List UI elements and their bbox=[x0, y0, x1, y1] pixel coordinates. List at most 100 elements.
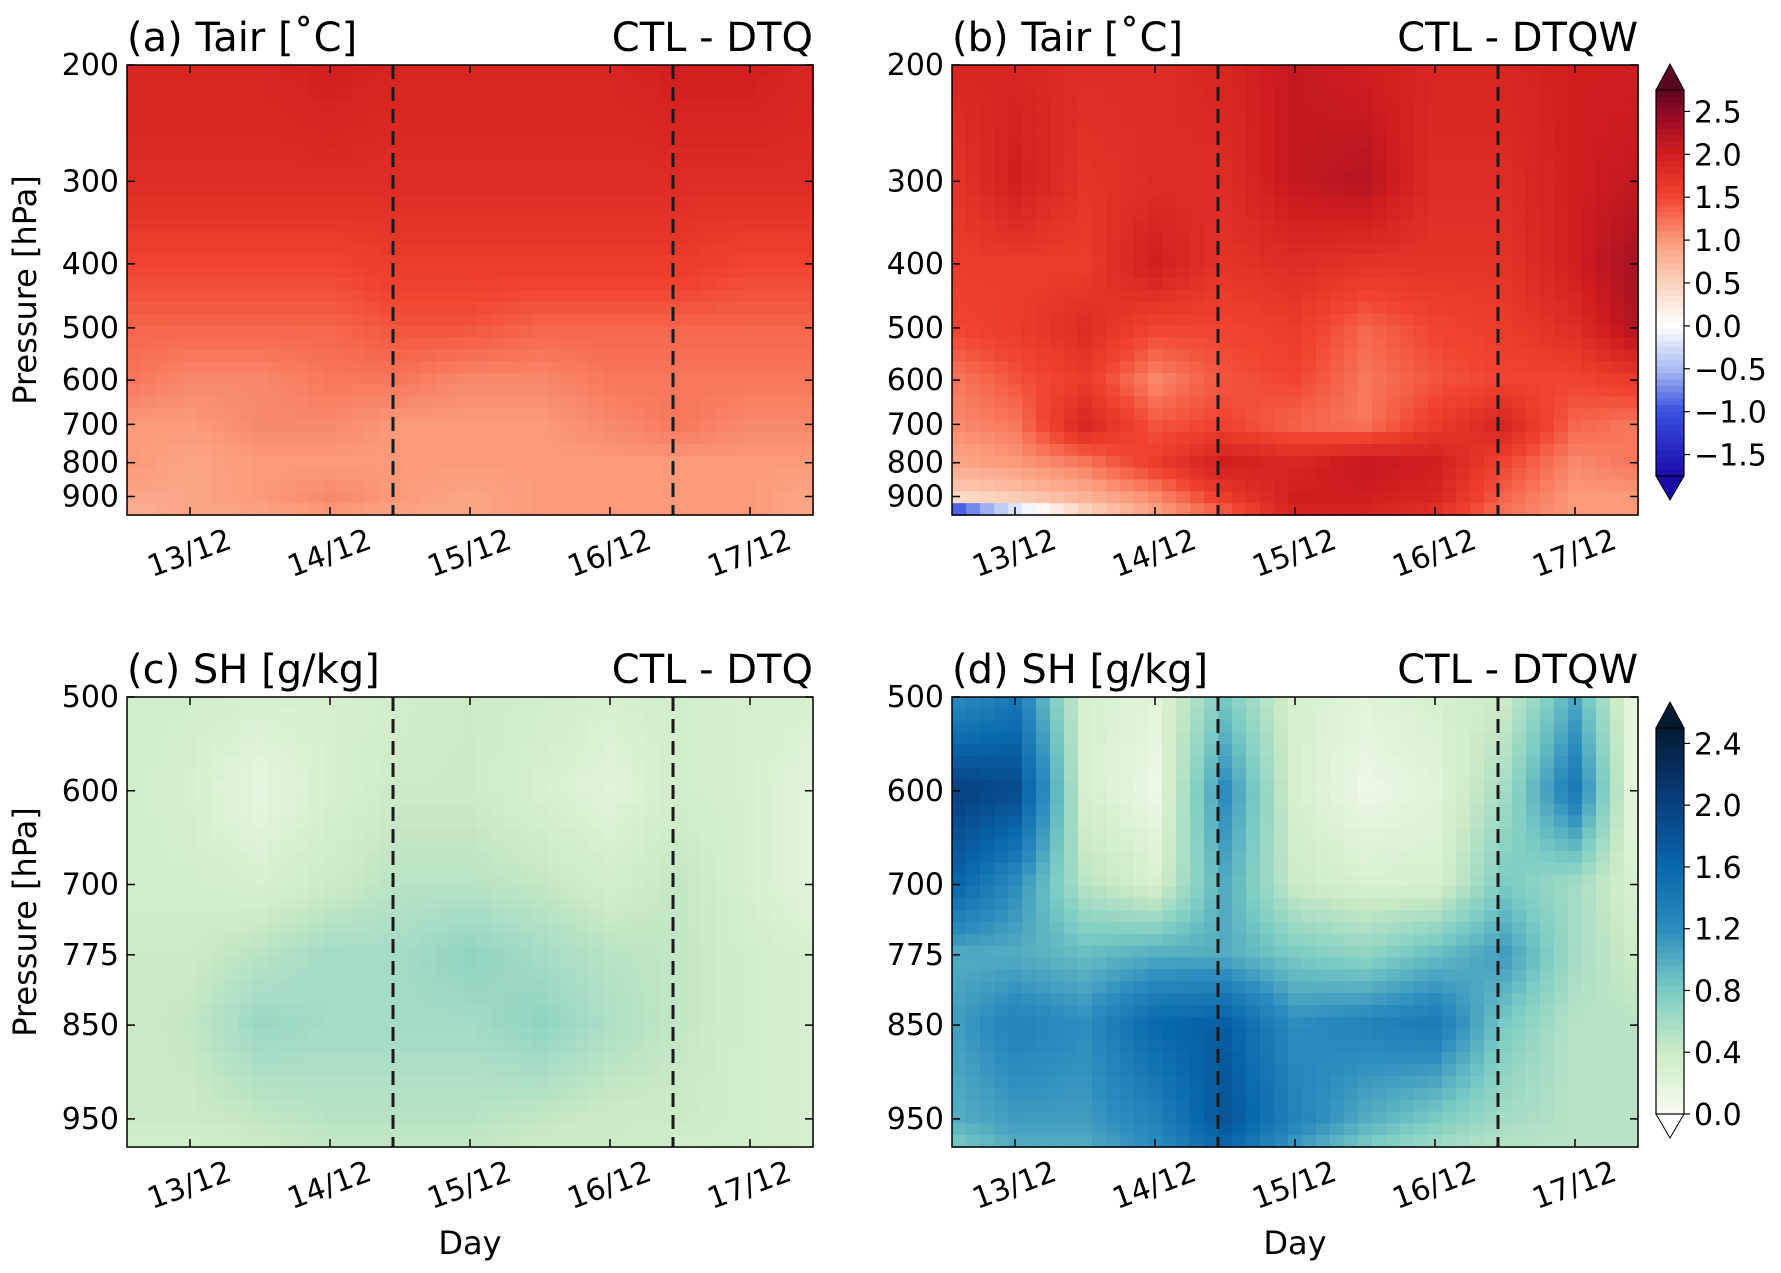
heatmap-cell bbox=[379, 969, 394, 983]
heatmap-cell bbox=[561, 88, 576, 102]
heatmap-cell bbox=[1470, 159, 1485, 173]
heatmap-cell bbox=[952, 136, 967, 149]
heatmap-cell bbox=[645, 874, 660, 888]
heatmap-cell bbox=[1610, 384, 1625, 398]
heatmap-cell bbox=[729, 361, 744, 374]
heatmap-cell bbox=[351, 957, 366, 971]
heatmap-cell bbox=[197, 850, 212, 864]
heatmap-cell bbox=[617, 479, 632, 493]
heatmap-cell bbox=[1540, 65, 1555, 78]
heatmap-cell bbox=[323, 708, 338, 722]
heatmap-cell bbox=[463, 969, 478, 983]
heatmap-cell bbox=[1092, 207, 1107, 220]
heatmap-cell bbox=[701, 803, 716, 817]
heatmap-cell bbox=[547, 313, 562, 327]
heatmap-cell bbox=[757, 432, 772, 445]
heatmap-cell bbox=[631, 124, 646, 137]
heatmap-cell bbox=[617, 242, 632, 256]
heatmap-cell bbox=[589, 124, 604, 137]
heatmap-cell bbox=[1064, 254, 1079, 268]
heatmap-cell bbox=[1484, 266, 1499, 279]
heatmap-cell bbox=[687, 933, 702, 947]
heatmap-cell bbox=[351, 266, 366, 279]
heatmap-cell bbox=[1414, 195, 1429, 208]
heatmap-cell bbox=[1582, 124, 1597, 137]
heatmap-cell bbox=[952, 290, 967, 303]
heatmap-cell bbox=[253, 361, 268, 374]
heatmap-cell bbox=[631, 242, 646, 256]
heatmap-cell bbox=[1344, 467, 1359, 481]
heatmap-cell bbox=[337, 349, 352, 362]
heatmap-cell bbox=[407, 408, 422, 422]
heatmap-cell bbox=[365, 933, 380, 947]
heatmap-cell bbox=[463, 862, 478, 876]
heatmap-cell bbox=[715, 207, 730, 220]
heatmap-cell bbox=[575, 910, 590, 923]
heatmap-cell bbox=[421, 768, 436, 781]
heatmap-cell bbox=[1078, 88, 1093, 102]
heatmap-cell bbox=[1344, 443, 1359, 457]
heatmap-cell bbox=[687, 171, 702, 185]
heatmap-cell bbox=[1106, 88, 1121, 102]
heatmap-cell bbox=[1092, 420, 1107, 433]
heatmap-cell bbox=[1526, 171, 1541, 185]
heatmap-cell bbox=[169, 207, 184, 220]
heatmap-cell bbox=[323, 124, 338, 137]
heatmap-cell bbox=[197, 325, 212, 339]
heatmap-cell bbox=[617, 886, 632, 900]
heatmap-cell bbox=[1484, 384, 1499, 398]
heatmap-cell bbox=[127, 384, 142, 398]
heatmap-cell bbox=[169, 455, 184, 469]
heatmap-cell bbox=[309, 827, 324, 840]
heatmap-cell bbox=[1176, 420, 1191, 433]
heatmap-cell bbox=[1316, 372, 1331, 386]
heatmap-cell bbox=[1596, 467, 1611, 481]
heatmap-cell bbox=[1232, 455, 1247, 469]
heatmap-cell bbox=[155, 278, 170, 291]
heatmap-cell bbox=[1526, 301, 1541, 315]
heatmap-cell bbox=[309, 171, 324, 185]
heatmap-cell bbox=[1022, 301, 1037, 315]
heatmap-cell bbox=[1134, 491, 1149, 504]
heatmap-cell bbox=[211, 76, 226, 90]
heatmap-cell bbox=[421, 349, 436, 362]
heatmap-cell bbox=[519, 313, 534, 327]
heatmap-cell bbox=[421, 301, 436, 315]
heatmap-cell bbox=[365, 349, 380, 362]
heatmap-cell bbox=[1050, 349, 1065, 362]
heatmap-cell bbox=[155, 479, 170, 493]
heatmap-cell bbox=[1372, 88, 1387, 102]
heatmap-cell bbox=[952, 207, 967, 220]
heatmap-cell bbox=[1400, 337, 1415, 351]
heatmap-cell bbox=[281, 112, 296, 126]
heatmap-cell bbox=[1176, 159, 1191, 173]
heatmap-cell bbox=[351, 313, 366, 327]
heatmap-cell bbox=[589, 65, 604, 78]
heatmap-cell bbox=[1498, 112, 1513, 126]
heatmap-cell bbox=[1470, 372, 1485, 386]
heatmap-cell bbox=[701, 65, 716, 78]
heatmap-cell bbox=[729, 969, 744, 983]
heatmap-cell bbox=[127, 301, 142, 315]
heatmap-cell bbox=[267, 432, 282, 445]
heatmap-cell bbox=[1596, 147, 1611, 161]
x-tick-label: 13/12 bbox=[143, 522, 236, 584]
heatmap-cell bbox=[1414, 455, 1429, 469]
heatmap-cell bbox=[1610, 100, 1625, 114]
heatmap-cell bbox=[379, 278, 394, 291]
heatmap-cell bbox=[337, 791, 352, 805]
heatmap-cell bbox=[1610, 325, 1625, 339]
heatmap-cell bbox=[1554, 147, 1569, 161]
heatmap-cell bbox=[197, 720, 212, 734]
heatmap-cell bbox=[421, 874, 436, 888]
heatmap-cell bbox=[631, 455, 646, 469]
heatmap-cell bbox=[1078, 384, 1093, 398]
heatmap-cell bbox=[351, 372, 366, 386]
heatmap-cell bbox=[673, 697, 688, 710]
heatmap-cell bbox=[1484, 88, 1499, 102]
heatmap-cell bbox=[127, 803, 142, 817]
heatmap-cell bbox=[1148, 408, 1163, 422]
heatmap-cell bbox=[1232, 76, 1247, 90]
heatmap-cell bbox=[281, 254, 296, 268]
heatmap-cell bbox=[1400, 242, 1415, 256]
